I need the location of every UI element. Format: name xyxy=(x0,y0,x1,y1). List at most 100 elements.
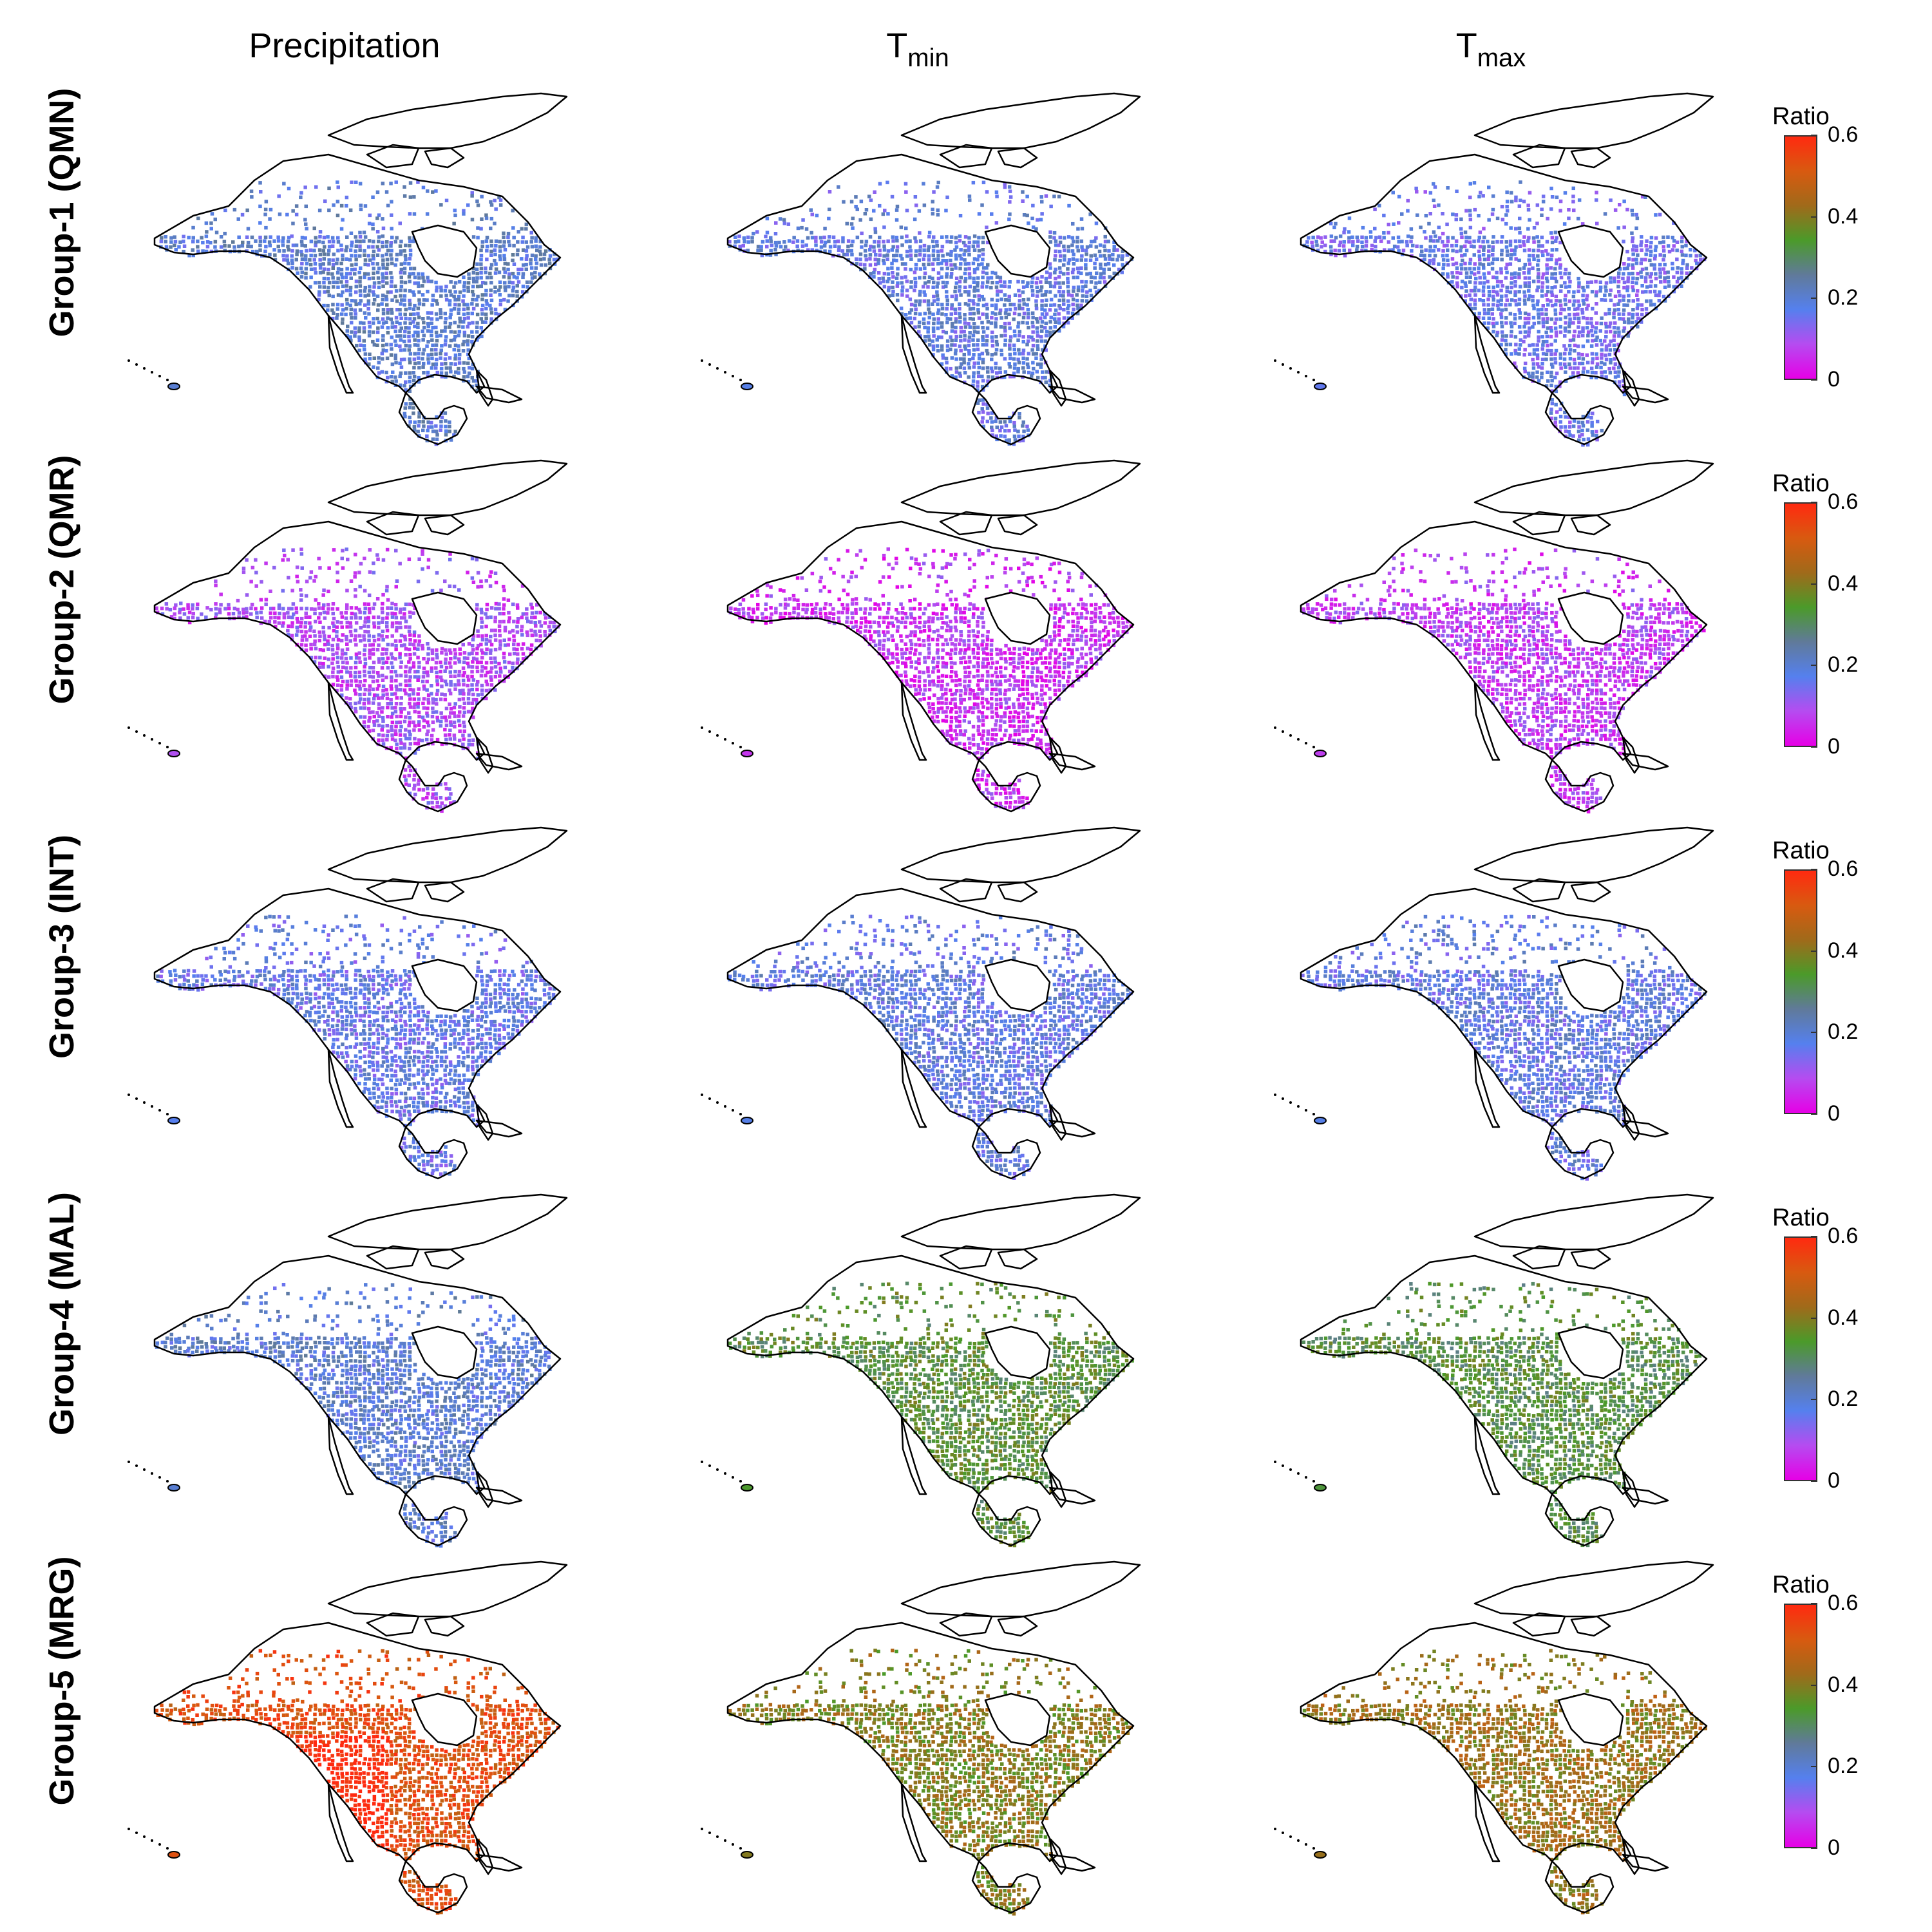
ratio-cell xyxy=(1081,285,1085,289)
ratio-cell xyxy=(416,180,420,184)
ratio-cell xyxy=(981,266,986,270)
ratio-cell xyxy=(515,603,520,607)
ratio-cell xyxy=(918,299,922,303)
ratio-cell xyxy=(431,294,435,298)
ratio-cell xyxy=(448,316,452,319)
ratio-cell xyxy=(1523,330,1528,334)
ratio-cell xyxy=(381,647,385,651)
ratio-cell xyxy=(1090,240,1094,243)
ratio-cell xyxy=(1523,284,1528,288)
ratio-cell xyxy=(1499,279,1503,284)
ratio-cell xyxy=(931,253,935,258)
ratio-cell xyxy=(503,307,507,312)
ratio-cell xyxy=(759,245,763,249)
ratio-cell xyxy=(1643,276,1648,280)
ratio-cell xyxy=(457,657,461,661)
ratio-cell xyxy=(1495,303,1500,308)
ratio-cell xyxy=(1585,307,1589,311)
ratio-cell xyxy=(336,249,340,252)
ratio-cell xyxy=(466,307,470,311)
ratio-cell xyxy=(1526,208,1531,212)
ratio-cell xyxy=(1607,325,1612,329)
ratio-cell xyxy=(1455,189,1459,193)
ratio-cell xyxy=(1054,249,1058,253)
ratio-cell xyxy=(354,239,359,243)
ratio-cell xyxy=(1508,290,1513,294)
ratio-cell xyxy=(860,245,864,249)
ratio-cell xyxy=(1432,204,1437,208)
ratio-cell xyxy=(1535,343,1539,347)
ratio-cell xyxy=(1094,281,1098,285)
florida-outline xyxy=(475,369,494,407)
ratio-cell xyxy=(1012,357,1016,361)
ratio-cell xyxy=(439,289,443,293)
ratio-cell xyxy=(489,200,493,204)
ratio-cell xyxy=(909,253,913,258)
ratio-cell xyxy=(475,325,479,329)
ratio-cell xyxy=(327,566,331,570)
ratio-cell xyxy=(1594,375,1598,380)
ratio-cell xyxy=(326,303,330,308)
ratio-cell xyxy=(381,284,385,289)
ratio-cell xyxy=(377,706,381,710)
ratio-cell xyxy=(913,289,916,292)
ratio-cell xyxy=(204,234,209,238)
ratio-cell xyxy=(998,308,1003,312)
ratio-cell xyxy=(976,267,980,270)
ratio-cell xyxy=(1012,421,1016,425)
ratio-cell xyxy=(995,194,999,198)
ratio-cell xyxy=(408,352,413,356)
ratio-cell xyxy=(1504,240,1508,244)
ratio-cell xyxy=(317,290,321,294)
ratio-cell xyxy=(350,243,354,248)
ratio-cell xyxy=(381,661,386,665)
ratio-cell xyxy=(990,357,994,361)
ratio-cell xyxy=(290,634,294,638)
ratio-cell xyxy=(1558,263,1562,267)
ratio-cell xyxy=(1460,254,1464,258)
ratio-cell xyxy=(1558,325,1562,329)
ratio-cell xyxy=(1627,312,1631,316)
ratio-cell xyxy=(1025,284,1029,289)
ratio-cell xyxy=(1039,285,1044,289)
ratio-cell xyxy=(367,276,372,281)
ratio-cell xyxy=(958,279,962,284)
ratio-cell xyxy=(1016,430,1020,433)
ratio-cell xyxy=(1612,276,1616,280)
ratio-cell xyxy=(236,607,240,612)
ratio-cell xyxy=(1627,299,1631,303)
ratio-cell xyxy=(380,696,384,700)
ratio-cell xyxy=(967,267,971,270)
ratio-cell xyxy=(881,276,885,280)
ratio-cell xyxy=(321,625,325,630)
ratio-cell xyxy=(263,620,267,623)
ratio-cell xyxy=(326,289,330,294)
ratio-cell xyxy=(475,687,479,692)
ratio-cell xyxy=(1464,267,1468,271)
ratio-cell xyxy=(336,647,340,650)
ratio-cell xyxy=(453,362,457,366)
north-america-map xyxy=(1274,92,1714,447)
ratio-cell xyxy=(1045,370,1048,374)
ratio-cell xyxy=(1487,290,1492,294)
ratio-cell xyxy=(453,335,457,339)
ratio-cell xyxy=(467,652,471,656)
ratio-cell xyxy=(363,311,367,315)
ratio-cell xyxy=(449,679,453,684)
ratio-cell xyxy=(999,348,1003,352)
ratio-cell xyxy=(872,275,876,279)
ratio-cell xyxy=(1580,428,1584,433)
ratio-cell xyxy=(452,348,456,352)
ratio-cell xyxy=(1630,231,1634,235)
ratio-cell xyxy=(899,225,904,229)
ratio-cell xyxy=(462,651,467,655)
ratio-cell xyxy=(931,302,934,306)
ratio-cell xyxy=(260,606,264,610)
ratio-cell xyxy=(493,271,498,275)
ratio-cell xyxy=(1021,321,1025,325)
ratio-cell xyxy=(1323,243,1327,247)
ratio-cell xyxy=(479,248,483,252)
ratio-cell xyxy=(1608,370,1613,375)
ratio-cell xyxy=(728,240,732,244)
ratio-cell xyxy=(977,356,981,361)
